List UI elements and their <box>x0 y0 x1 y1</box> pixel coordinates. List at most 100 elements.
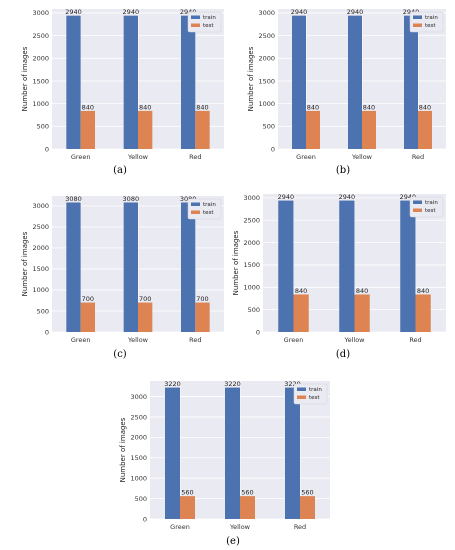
legend-swatch-train <box>413 15 422 19</box>
y-tick-label: 500 <box>135 495 147 503</box>
bar-train <box>285 387 300 519</box>
bar-test <box>195 110 210 149</box>
data-label: 840 <box>363 103 375 111</box>
x-tick-label: Red <box>189 336 201 344</box>
x-tick-label: Yellow <box>351 153 373 161</box>
y-tick-label: 2500 <box>130 413 147 421</box>
legend-swatch-train <box>191 202 200 206</box>
legend-label-train: train <box>309 387 322 393</box>
x-tick-label: Green <box>71 336 91 344</box>
y-tick-label: 3000 <box>243 194 260 202</box>
x-tick-label: Red <box>189 153 201 161</box>
bar-test <box>354 294 370 332</box>
legend-swatch-test <box>191 23 200 27</box>
y-tick-label: 1500 <box>130 454 147 462</box>
bar-test <box>138 302 153 332</box>
data-label: 2940 <box>180 8 197 16</box>
y-tick-label: 0 <box>271 145 275 153</box>
bar-train <box>181 15 196 149</box>
data-label: 2940 <box>400 193 417 201</box>
y-tick-label: 1500 <box>32 265 49 273</box>
data-label: 2940 <box>339 193 356 201</box>
bar-train <box>339 200 355 332</box>
data-label: 840 <box>139 103 151 111</box>
data-label: 840 <box>356 287 368 295</box>
legend-swatch-test <box>413 208 422 212</box>
x-tick-label: Yellow <box>343 336 365 344</box>
legend-label-test: test <box>309 395 320 401</box>
chart-4: 0 500 1000 1500 2000 2500 3000 Green Yellow Red 29… <box>232 193 446 360</box>
data-label: 3080 <box>180 195 197 203</box>
y-tick-label: 2000 <box>258 55 275 63</box>
y-tick-label: 1000 <box>32 286 49 294</box>
y-tick-label: 500 <box>37 123 49 131</box>
chart-1: 0 500 1000 1500 2000 2500 3000 Green Yellow Red 29… <box>21 8 224 176</box>
legend-label-train: train <box>425 15 438 21</box>
panel-caption: (a) <box>113 165 127 176</box>
legend: train test <box>409 196 444 218</box>
legend-swatch-test <box>191 210 200 214</box>
legend-label-train: train <box>203 202 216 208</box>
bar-train <box>123 15 138 149</box>
bar-train <box>225 387 240 519</box>
bar-train <box>278 200 294 332</box>
chart-5: 0 500 1000 1500 2000 2500 3000 Green Yellow Red 32… <box>119 380 330 547</box>
data-label: 3080 <box>65 195 82 203</box>
data-label: 560 <box>241 489 253 497</box>
bar-train <box>165 387 180 519</box>
bar-test <box>240 496 255 519</box>
y-axis-label: Number of images <box>21 46 29 111</box>
legend-label-test: test <box>425 23 436 29</box>
y-tick-label: 1000 <box>258 100 275 108</box>
y-tick-label: 500 <box>263 123 275 131</box>
bar-train <box>400 200 416 332</box>
y-tick-label: 1000 <box>32 100 49 108</box>
data-label: 2940 <box>65 8 82 16</box>
data-label: 840 <box>307 103 319 111</box>
data-label: 2940 <box>278 193 295 201</box>
bar-train <box>66 15 81 149</box>
y-tick-label: 0 <box>256 328 260 336</box>
data-label: 3220 <box>224 380 241 388</box>
legend-label-test: test <box>203 23 214 29</box>
data-label: 700 <box>82 295 94 303</box>
bar-test <box>138 110 153 149</box>
x-tick-label: Red <box>294 523 306 531</box>
y-tick-label: 2000 <box>32 244 49 252</box>
data-label: 840 <box>82 103 94 111</box>
y-tick-label: 0 <box>143 515 147 523</box>
y-tick-label: 0 <box>45 328 49 336</box>
data-label: 3220 <box>284 380 301 388</box>
bar-train <box>66 202 81 332</box>
legend-label-test: test <box>425 208 436 214</box>
y-tick-label: 1500 <box>32 77 49 85</box>
chart-2: 0 500 1000 1500 2000 2500 3000 Green Yellow Red 29… <box>247 8 446 176</box>
y-tick-label: 3000 <box>32 9 49 17</box>
legend-label-test: test <box>203 210 214 216</box>
data-label: 840 <box>419 103 431 111</box>
y-tick-label: 2500 <box>258 32 275 40</box>
bar-test <box>195 302 210 332</box>
data-label: 3220 <box>164 380 181 388</box>
y-tick-label: 0 <box>45 145 49 153</box>
y-tick-label: 2500 <box>243 217 260 225</box>
chart-3: 0 500 1000 1500 2000 2500 3000 Green Yellow Red 30… <box>21 195 224 360</box>
panel-caption: (d) <box>336 349 350 360</box>
bar-test <box>300 496 315 519</box>
y-tick-label: 2000 <box>243 239 260 247</box>
y-tick-label: 1000 <box>130 474 147 482</box>
x-tick-label: Red <box>409 336 421 344</box>
x-tick-label: Yellow <box>229 523 251 531</box>
data-label: 2940 <box>347 8 364 16</box>
panel-caption: (b) <box>336 165 350 176</box>
legend-swatch-test <box>297 395 306 399</box>
legend-swatch-test <box>413 23 422 27</box>
data-label: 700 <box>196 295 208 303</box>
x-tick-label: Green <box>170 523 190 531</box>
y-axis-label: Number of images <box>119 417 127 482</box>
bar-test <box>415 294 431 332</box>
y-tick-label: 1000 <box>243 284 260 292</box>
bar-train <box>181 202 196 332</box>
y-axis-label: Number of images <box>232 230 240 295</box>
